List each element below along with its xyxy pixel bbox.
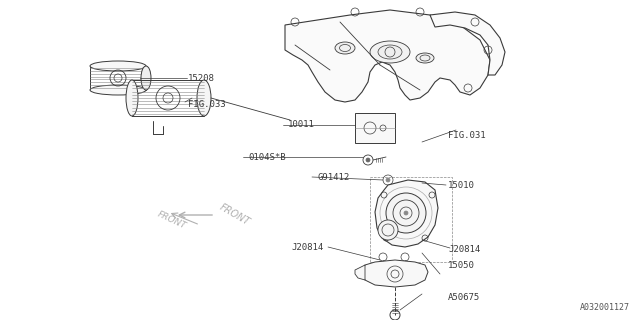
Text: FRONT: FRONT (156, 209, 188, 231)
Ellipse shape (378, 45, 402, 59)
Bar (355, 113, 395, 143)
Polygon shape (375, 180, 438, 247)
Ellipse shape (126, 80, 138, 116)
Circle shape (386, 178, 390, 182)
Bar (370, 177, 452, 262)
Text: G91412: G91412 (317, 172, 349, 181)
Text: FRONT: FRONT (218, 202, 252, 228)
Text: 0104S*B: 0104S*B (248, 153, 285, 162)
Text: 10011: 10011 (288, 119, 315, 129)
Ellipse shape (335, 42, 355, 54)
Text: A032001127: A032001127 (580, 303, 630, 312)
Polygon shape (362, 260, 428, 287)
Ellipse shape (416, 53, 434, 63)
Text: A50675: A50675 (448, 293, 480, 302)
Polygon shape (285, 10, 490, 102)
Circle shape (404, 211, 408, 215)
Text: 15208: 15208 (188, 74, 215, 83)
Ellipse shape (141, 66, 151, 90)
Ellipse shape (90, 85, 146, 95)
Ellipse shape (90, 61, 146, 71)
Text: FIG.031: FIG.031 (448, 131, 486, 140)
Text: J20814: J20814 (292, 243, 324, 252)
Circle shape (378, 220, 398, 240)
Polygon shape (430, 12, 505, 75)
Ellipse shape (197, 80, 211, 116)
Polygon shape (355, 265, 365, 280)
Circle shape (366, 158, 370, 162)
Text: 15050: 15050 (448, 260, 475, 269)
Text: 15010: 15010 (448, 180, 475, 189)
Circle shape (386, 193, 426, 233)
Text: J20814: J20814 (448, 245, 480, 254)
Ellipse shape (370, 41, 410, 63)
Text: FIG.033: FIG.033 (188, 100, 226, 108)
